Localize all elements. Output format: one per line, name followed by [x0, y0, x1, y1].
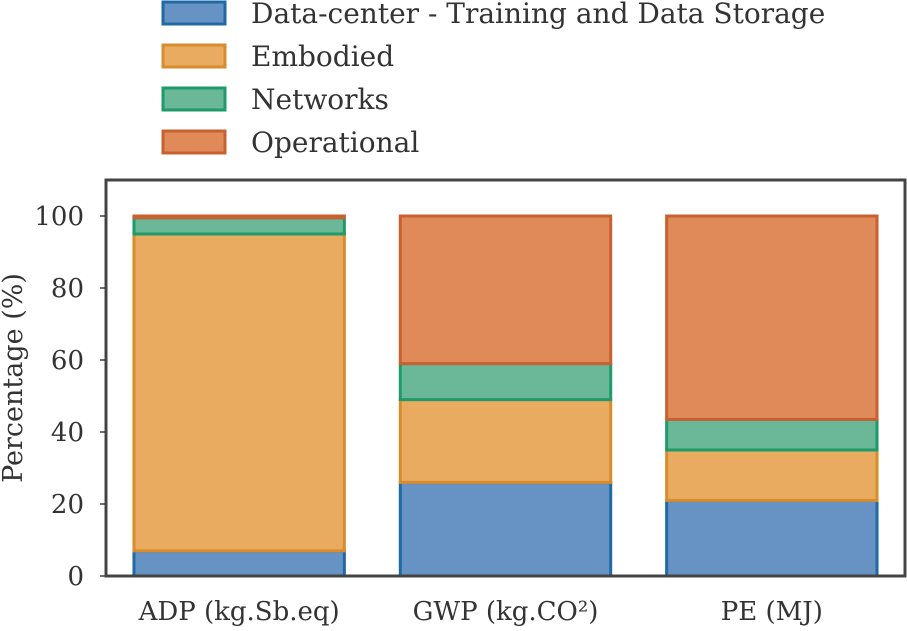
y-axis-label-group: Percentage (%)	[0, 273, 29, 483]
plot-area	[132, 214, 879, 578]
bar-1-1	[398, 398, 613, 484]
legend-label-1: Embodied	[251, 40, 394, 73]
y-tick-label-0: 0	[67, 562, 84, 592]
legend-label-3: Operational	[251, 126, 419, 159]
bar-1-3	[398, 214, 613, 366]
legend-swatch-1	[161, 43, 227, 69]
bar-0-3	[132, 214, 346, 220]
bar-0-1	[132, 232, 346, 553]
y-tick-label-4: 80	[51, 274, 84, 304]
legend: Data-center - Training and Data Storage E…	[161, 0, 825, 159]
x-axis-ticks: ADP (kg.Sb.eq) GWP (kg.CO²) PE (MJ)	[138, 597, 823, 627]
bar-2-3	[665, 214, 879, 421]
y-tick-label-3: 60	[51, 346, 84, 376]
y-axis-label: Percentage (%)	[0, 273, 29, 483]
x-tick-label-1: GWP (kg.CO²)	[413, 597, 599, 627]
bar-2-2	[665, 417, 879, 452]
legend-swatch-3	[161, 129, 227, 155]
bar-2-0	[665, 498, 879, 578]
legend-label-2: Networks	[251, 83, 389, 116]
legend-label-0: Data-center - Training and Data Storage	[251, 0, 825, 30]
bar-0-2	[132, 216, 346, 236]
x-tick-label-0: ADP (kg.Sb.eq)	[138, 597, 340, 627]
bar-1-2	[398, 362, 613, 402]
bar-2-1	[665, 448, 879, 502]
plot-frame	[104, 178, 907, 578]
y-tick-label-5: 100	[34, 202, 84, 232]
bar-1-0	[398, 480, 613, 578]
legend-swatch-2	[161, 86, 227, 112]
legend-swatch-0	[161, 0, 227, 26]
bar-0-0	[132, 549, 346, 578]
y-tick-label-2: 40	[51, 418, 84, 448]
y-tick-label-1: 20	[51, 490, 84, 520]
x-tick-label-2: PE (MJ)	[721, 597, 823, 627]
y-axis-ticks: 0 20 40 60 80 100	[34, 202, 106, 592]
